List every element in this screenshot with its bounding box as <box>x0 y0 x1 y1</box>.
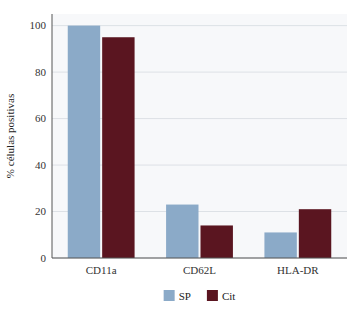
bar <box>68 26 100 258</box>
legend-label: Cit <box>222 290 235 302</box>
bar <box>102 37 134 258</box>
x-tick-label: CD11a <box>86 264 117 276</box>
legend-swatch <box>207 290 218 301</box>
y-tick-label: 0 <box>41 252 47 264</box>
y-axis: 0 20 40 60 80 100 <box>30 19 348 263</box>
y-axis-label: % células positivas <box>4 94 16 178</box>
legend-swatch <box>164 290 175 301</box>
legend-item: Cit <box>207 290 235 302</box>
chart-container: 0 20 40 60 80 100 CD11a CD62L HLA-DR % células po… <box>0 0 359 320</box>
y-tick-label: 40 <box>35 159 47 171</box>
legend: SP Cit <box>164 290 236 302</box>
x-axis: CD11a CD62L HLA-DR <box>86 264 319 276</box>
y-axis-line <box>52 14 53 258</box>
y-tick-label: 80 <box>35 66 47 78</box>
bar <box>264 232 296 258</box>
grid-line <box>52 258 347 259</box>
plot-background <box>52 14 347 258</box>
legend-label: SP <box>179 290 191 302</box>
x-axis-line <box>52 258 347 259</box>
x-tick-label: HLA-DR <box>277 264 319 276</box>
y-tick-label: 100 <box>30 19 47 31</box>
bars <box>68 26 332 258</box>
y-tick-label: 20 <box>35 205 47 217</box>
bar <box>201 225 233 258</box>
chart-svg: 0 20 40 60 80 100 CD11a CD62L HLA-DR % células po… <box>0 0 359 320</box>
legend-item: SP <box>164 290 191 302</box>
bar <box>166 205 198 258</box>
x-tick-label: CD62L <box>183 264 216 276</box>
page: {"chart_data": {"type": "bar", "categori… <box>0 0 359 320</box>
y-tick-label: 60 <box>35 112 47 124</box>
bar <box>299 209 331 258</box>
